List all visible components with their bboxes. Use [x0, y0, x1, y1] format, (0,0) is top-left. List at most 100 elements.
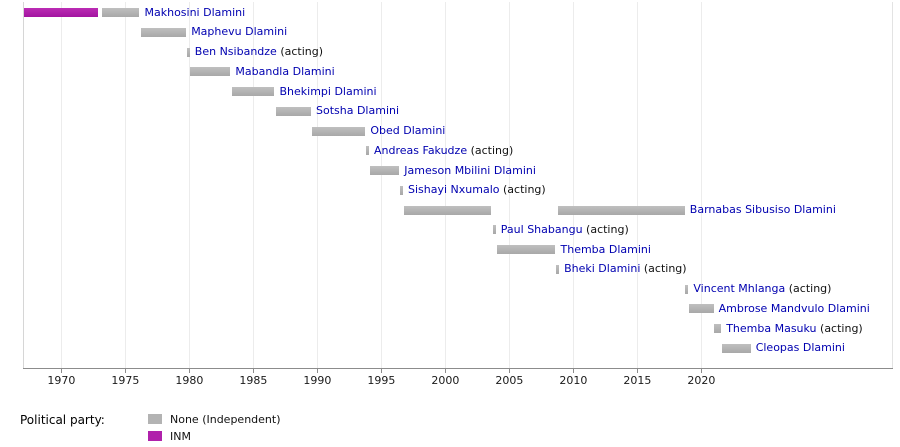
term-bar	[685, 284, 689, 294]
term-bar	[403, 205, 492, 215]
acting-suffix: (acting)	[467, 143, 514, 157]
axis-tick-label: 2015	[623, 374, 652, 387]
term-bar	[231, 87, 275, 96]
person-name-link[interactable]: Sishayi Nxumalo	[408, 183, 500, 197]
term-bar	[688, 304, 714, 314]
person-name-link[interactable]: Jameson Mbilini Dlamini	[404, 163, 536, 177]
axis-tick	[317, 369, 319, 373]
term-bar	[23, 8, 99, 17]
gridline	[381, 2, 383, 368]
gridline	[125, 2, 127, 368]
axis-tick	[573, 369, 575, 373]
axis-tick	[445, 369, 447, 373]
axis-tick	[381, 369, 383, 373]
term-bar	[141, 27, 187, 37]
gridline	[637, 2, 639, 368]
axis-tick-label: 1990	[303, 374, 332, 387]
term-bar	[186, 47, 190, 57]
axis-tick-label: 2005	[495, 374, 524, 387]
person-label: Makhosini Dlamini	[144, 5, 246, 19]
term-bar	[714, 324, 722, 333]
legend-title: Political party:	[20, 413, 105, 427]
person-label: Barnabas Sibusiso Dlamini	[690, 204, 836, 216]
person-name-link[interactable]: Themba Masuku	[726, 321, 817, 335]
acting-suffix: (acting)	[499, 183, 546, 197]
person-label: Cleopas Dlamini	[756, 342, 845, 354]
term-bar	[369, 166, 400, 175]
gridline	[317, 2, 319, 368]
term-bar	[312, 126, 366, 136]
person-label: Mabandla Dlamini	[235, 64, 335, 78]
gridline	[701, 2, 703, 368]
gridline	[509, 2, 511, 368]
person-name-link[interactable]: Bhekimpi Dlamini	[279, 84, 377, 98]
person-name-link[interactable]: Mabandla Dlamini	[235, 64, 335, 78]
person-name-link[interactable]: Cleopas Dlamini	[755, 341, 845, 355]
person-name-link[interactable]: Paul Shabangu	[500, 222, 583, 236]
person-label: Maphevu Dlamini	[191, 26, 287, 38]
person-name-link[interactable]: Bheki Dlamini	[564, 262, 641, 276]
person-name-link[interactable]: Themba Dlamini	[560, 242, 651, 256]
gridline	[445, 2, 447, 368]
legend-label: None (Independent)	[170, 413, 281, 426]
plot-area	[23, 2, 893, 368]
person-name-link[interactable]: Ben Nsibandze	[194, 45, 277, 58]
person-label: Bhekimpi Dlamini	[279, 84, 377, 98]
axis-tick-label: 1985	[239, 374, 268, 387]
person-name-link[interactable]: Vincent Mhlanga	[693, 282, 786, 295]
gridline	[61, 2, 63, 368]
acting-suffix: (acting)	[582, 222, 629, 236]
acting-suffix: (acting)	[816, 321, 863, 335]
term-bar	[556, 264, 560, 274]
term-bar	[366, 146, 369, 156]
axis-tick-label: 1995	[367, 374, 396, 387]
acting-suffix: (acting)	[785, 282, 832, 295]
person-label: Paul Shabangu (acting)	[500, 222, 629, 236]
term-bar	[101, 8, 140, 17]
term-bar	[275, 106, 311, 116]
axis-tick	[701, 369, 703, 373]
person-label: Vincent Mhlanga (acting)	[693, 283, 831, 295]
term-bar	[400, 185, 403, 195]
axis-tick	[637, 369, 639, 373]
person-label: Ben Nsibandze (acting)	[195, 46, 323, 58]
person-label: Themba Dlamini	[560, 242, 651, 256]
axis-tick-label: 2020	[687, 374, 716, 387]
person-label: Sishayi Nxumalo (acting)	[408, 184, 546, 196]
term-bar	[190, 67, 231, 77]
axis-tick	[509, 369, 511, 373]
legend-label: INM	[170, 430, 191, 443]
person-name-link[interactable]: Maphevu Dlamini	[191, 25, 288, 39]
gridline	[189, 2, 191, 368]
acting-suffix: (acting)	[276, 45, 324, 58]
person-name-link[interactable]: Obed Dlamini	[370, 124, 446, 137]
person-name-link[interactable]: Andreas Fakudze	[374, 143, 468, 157]
person-name-link[interactable]: Makhosini Dlamini	[144, 5, 246, 19]
person-name-link[interactable]: Ambrose Mandvulo Dlamini	[718, 301, 870, 315]
axis-tick	[61, 369, 63, 373]
x-axis	[23, 368, 893, 369]
person-label: Sotsha Dlamini	[316, 105, 399, 117]
person-name-link[interactable]: Barnabas Sibusiso Dlamini	[689, 203, 836, 216]
term-bar	[721, 343, 751, 353]
person-label: Andreas Fakudze (acting)	[374, 143, 514, 157]
person-name-link[interactable]: Sotsha Dlamini	[316, 104, 400, 118]
legend-swatch	[148, 414, 162, 424]
axis-tick	[189, 369, 191, 373]
axis-tick-label: 1980	[175, 374, 204, 387]
axis-tick-label: 1975	[111, 374, 140, 387]
person-label: Themba Masuku (acting)	[726, 321, 863, 335]
person-label: Obed Dlamini	[370, 125, 445, 137]
legend-swatch	[148, 431, 162, 441]
term-bar	[558, 205, 685, 215]
person-label: Jameson Mbilini Dlamini	[404, 163, 536, 177]
person-label: Bheki Dlamini (acting)	[564, 263, 686, 275]
gridline	[573, 2, 575, 368]
acting-suffix: (acting)	[640, 262, 687, 276]
axis-tick-label: 1970	[47, 374, 76, 387]
axis-tick-label: 2010	[559, 374, 588, 387]
gridline	[253, 2, 255, 368]
axis-tick	[253, 369, 255, 373]
term-bar	[496, 245, 556, 254]
